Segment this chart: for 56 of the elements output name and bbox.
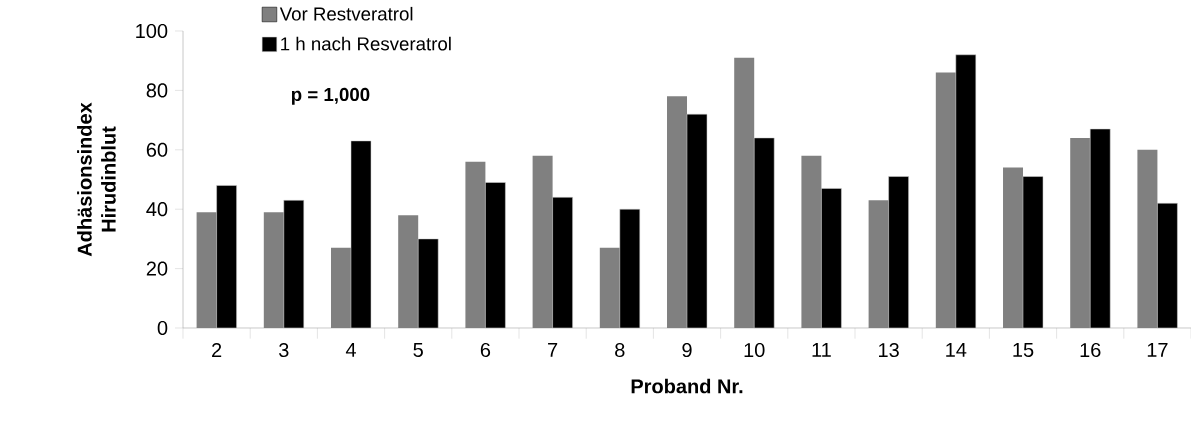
legend-label: Vor Restveratrol [279,6,413,21]
y-tick-label: 100 [136,23,168,39]
bar [331,247,352,328]
bar [196,212,217,328]
bar [801,155,822,328]
y-axis-title: Adhäsionsindex Hirudinblut [77,102,116,257]
x-tick-label: 17 [1147,342,1168,357]
y-tick-label: 0 [157,320,168,336]
bar [485,182,506,329]
x-tick-label: 10 [744,342,765,358]
x-tick-label: 8 [615,342,625,358]
bar [667,96,688,328]
bar [1070,137,1091,328]
x-tick-label: 5 [413,342,423,357]
annotation: p = 1,000 [291,87,370,105]
x-axis-title: Proband Nr. [631,378,743,394]
x-tick-label: 14 [946,342,967,357]
legend-label: 1 h nach Resveratrol [281,36,451,51]
bar [1157,202,1178,329]
bar [350,140,372,329]
x-tick-label: 15 [1013,342,1034,357]
x-tick-label: 4 [345,342,356,357]
bar [734,57,755,328]
x-tick-label: 11 [812,342,831,357]
bar [1003,167,1024,328]
bar [532,155,553,328]
y-tick-label: 60 [146,142,168,157]
bar [417,238,439,329]
bar [619,208,641,329]
bar [216,185,237,329]
x-tick-label: 7 [548,342,558,357]
bar [686,113,708,329]
x-tick-label: 3 [278,342,289,358]
x-tick-label: 9 [682,342,692,358]
bar [599,247,620,328]
y-tick-label: 20 [146,261,168,276]
y-tick-label: 40 [146,202,168,217]
bar [1022,176,1044,329]
bar [263,212,284,328]
bar [283,200,305,329]
y-tick-label: 80 [146,83,168,98]
bar [935,72,956,328]
x-tick-label: 2 [212,342,222,357]
x-tick-label: 16 [1080,342,1101,358]
bar [1089,128,1111,329]
bar [398,215,419,328]
bar [753,137,775,329]
bar [955,54,977,329]
bar [1137,149,1158,328]
bar [552,197,573,329]
x-tick-label: 6 [480,342,491,358]
bar [465,161,486,328]
bar [868,200,889,328]
bar [888,176,909,329]
bar [821,188,842,329]
x-tick-label: 13 [879,342,899,358]
